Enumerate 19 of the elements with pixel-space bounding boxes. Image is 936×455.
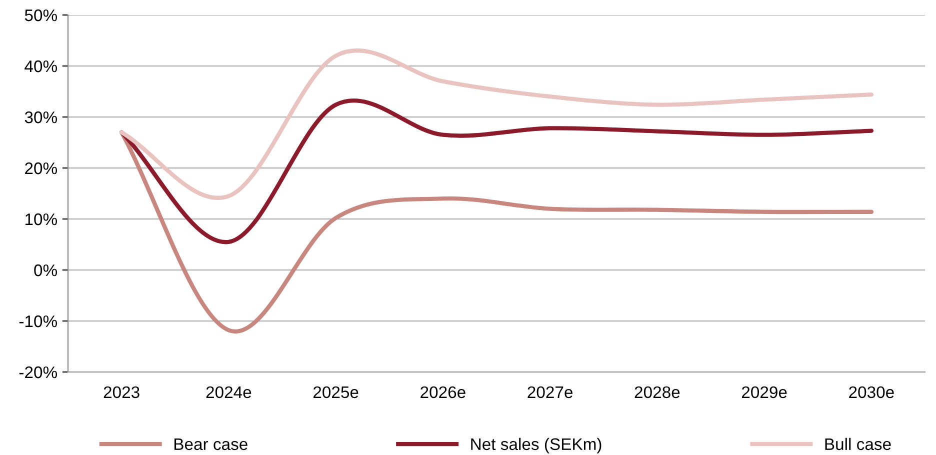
legend-label: Bull case <box>825 438 891 450</box>
y-tick-label: 40% <box>24 60 57 72</box>
x-tick-label: 2024e <box>206 386 252 398</box>
x-tick-label: 2028e <box>634 386 680 398</box>
x-tick-label: 2030e <box>849 386 894 398</box>
x-tick-label: 2027e <box>528 386 572 398</box>
y-tick-label: -10% <box>19 315 57 328</box>
y-tick-label: 20% <box>25 162 57 174</box>
y-tick-label: -20% <box>19 366 57 378</box>
y-tick-label: 0% <box>34 264 57 276</box>
y-tick-label: 10% <box>25 213 57 226</box>
x-tick-label: 2029e <box>742 386 787 398</box>
legend-label: Net sales (SEKm) <box>471 438 602 454</box>
x-tick-label: 2023 <box>104 386 140 398</box>
y-tick-label: 50% <box>24 9 57 22</box>
x-tick-label: 2026e <box>420 386 466 398</box>
y-tick-label: 30% <box>24 111 57 124</box>
x-tick-label: 2025e <box>313 386 358 398</box>
legend-label: Bear case <box>174 438 248 450</box>
